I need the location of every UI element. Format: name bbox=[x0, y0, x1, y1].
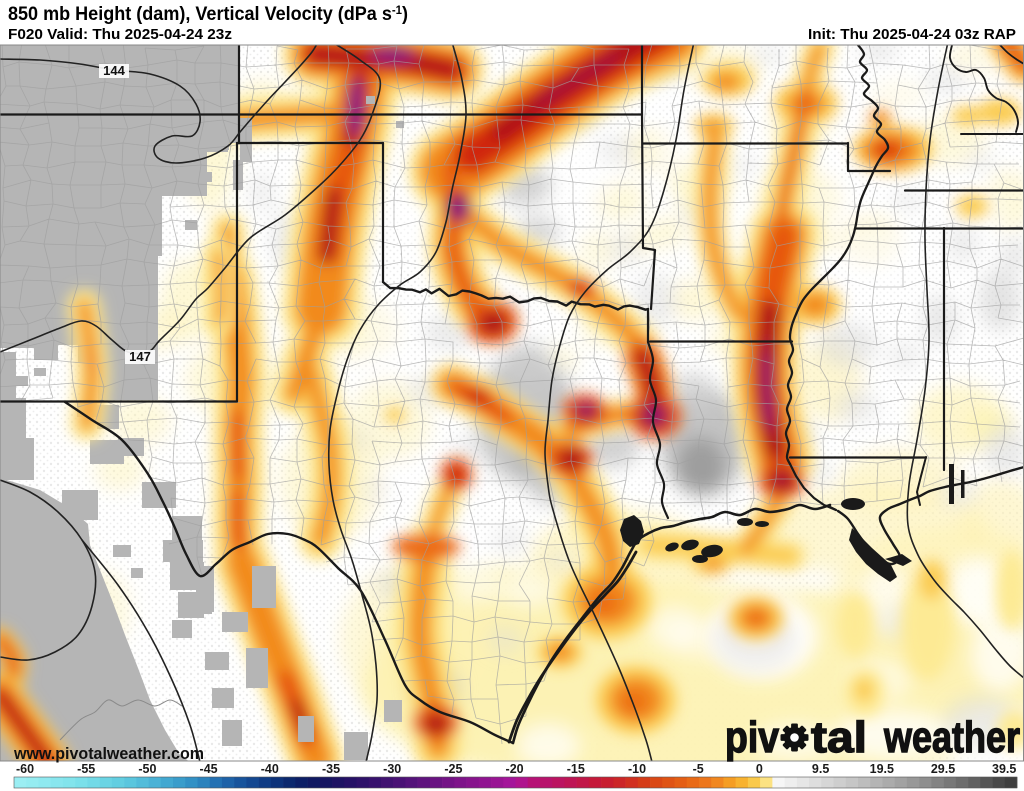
svg-text:-50: -50 bbox=[138, 762, 156, 776]
svg-text:weather: weather bbox=[883, 713, 1020, 762]
svg-text:www.pivotalweather.com: www.pivotalweather.com bbox=[13, 744, 204, 763]
svg-text:9.5: 9.5 bbox=[812, 762, 829, 776]
svg-text:-5: -5 bbox=[693, 762, 704, 776]
svg-text:-30: -30 bbox=[383, 762, 401, 776]
svg-text:Init: Thu 2025-04-24 03z RAP: Init: Thu 2025-04-24 03z RAP bbox=[808, 27, 1016, 43]
svg-text:0: 0 bbox=[756, 762, 763, 776]
svg-text:-20: -20 bbox=[506, 762, 524, 776]
svg-text:-10: -10 bbox=[628, 762, 646, 776]
svg-text:19.5: 19.5 bbox=[870, 762, 894, 776]
svg-text:-15: -15 bbox=[567, 762, 585, 776]
svg-text:-60: -60 bbox=[16, 762, 34, 776]
svg-text:piv: piv bbox=[725, 713, 779, 762]
svg-text:144: 144 bbox=[103, 63, 125, 78]
svg-text:39.5: 39.5 bbox=[992, 762, 1016, 776]
svg-text:tal: tal bbox=[811, 713, 867, 762]
svg-text:-40: -40 bbox=[261, 762, 279, 776]
svg-text:-35: -35 bbox=[322, 762, 340, 776]
svg-text:29.5: 29.5 bbox=[931, 762, 955, 776]
svg-text:F020 Valid: Thu 2025-04-24 23z: F020 Valid: Thu 2025-04-24 23z bbox=[8, 27, 232, 43]
svg-text:147: 147 bbox=[129, 349, 151, 364]
svg-text:850 mb Height (dam), Vertical: 850 mb Height (dam), Vertical Velocity (… bbox=[8, 3, 408, 25]
svg-text:-25: -25 bbox=[444, 762, 462, 776]
svg-text:-55: -55 bbox=[77, 762, 95, 776]
svg-text:-45: -45 bbox=[200, 762, 218, 776]
